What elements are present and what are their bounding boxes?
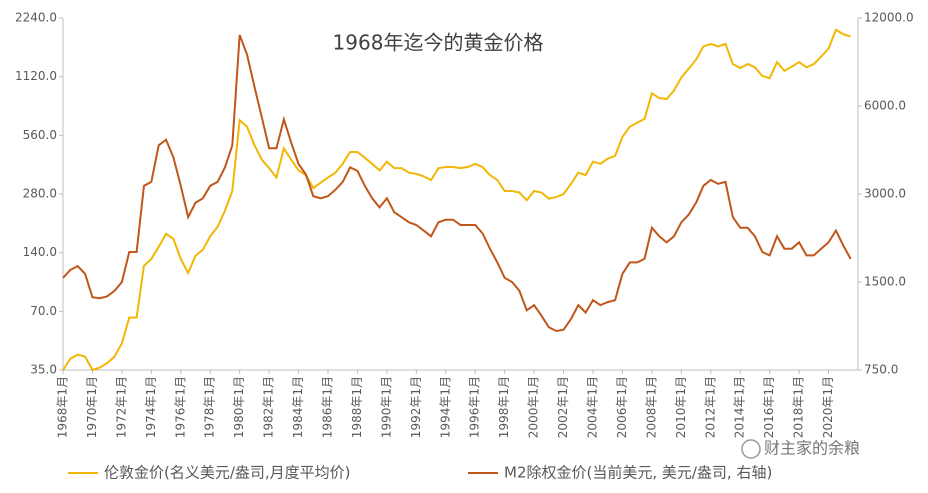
watermark: 财主家的余粮 (741, 439, 860, 459)
x-tick-label: 2016年1月 (762, 376, 776, 438)
x-tick-label: 1982年1月 (262, 376, 276, 438)
y2-tick-label: 3000.0 (864, 187, 906, 201)
x-tick-label: 1978年1月 (203, 376, 217, 438)
x-tick-label: 1992年1月 (409, 376, 423, 438)
y2-tick-label: 750.0 (864, 363, 898, 377)
x-tick-label: 1990年1月 (379, 376, 393, 438)
x-tick-label: 1968年1月 (56, 376, 70, 438)
x-tick-label: 1996年1月 (468, 376, 482, 438)
x-tick-label: 1972年1月 (114, 376, 128, 438)
x-tick-label: 2014年1月 (733, 376, 747, 438)
x-tick-label: 1970年1月 (85, 376, 99, 438)
watermark-text: 财主家的余粮 (764, 439, 860, 458)
series-line (62, 28, 851, 372)
x-tick-label: 2000年1月 (527, 376, 541, 438)
legend-label: M2除权金价(当前美元, 美元/盎司, 右轴) (504, 464, 772, 482)
x-tick-label: 2010年1月 (674, 376, 688, 438)
x-tick-label: 1976年1月 (173, 376, 187, 438)
x-tick-label: 1984年1月 (291, 376, 305, 438)
y2-tick-label: 12000.0 (864, 11, 914, 25)
y-tick-label: 1120.0 (15, 69, 57, 83)
x-tick-label: 2002年1月 (556, 376, 570, 438)
y-tick-label: 280.0 (23, 187, 57, 201)
x-tick-label: 1986年1月 (321, 376, 335, 438)
x-tick-label: 1980年1月 (232, 376, 246, 438)
y2-tick-label: 6000.0 (864, 99, 906, 113)
y-tick-label: 70.0 (30, 304, 57, 318)
y-tick-label: 35.0 (30, 363, 57, 377)
watermark-icon (741, 439, 761, 459)
x-tick-label: 2018年1月 (792, 376, 806, 438)
y-tick-label: 2240.0 (15, 11, 57, 25)
x-tick-label: 1994年1月 (438, 376, 452, 438)
x-tick-label: 1998年1月 (497, 376, 511, 438)
x-tick-label: 2008年1月 (644, 376, 658, 438)
y2-tick-label: 1500.0 (864, 275, 906, 289)
y-tick-label: 140.0 (23, 245, 57, 259)
x-tick-label: 2012年1月 (703, 376, 717, 438)
legend-label: 伦敦金价(名义美元/盎司,月度平均价) (104, 464, 351, 482)
x-tick-label: 2004年1月 (586, 376, 600, 438)
x-tick-label: 1988年1月 (350, 376, 364, 438)
y-tick-label: 560.0 (23, 128, 57, 142)
chart-title: 1968年迄今的黄金价格 (333, 31, 544, 55)
series-line (62, 34, 852, 333)
x-tick-label: 2020年1月 (821, 376, 835, 438)
x-tick-label: 2006年1月 (615, 376, 629, 438)
x-tick-label: 1974年1月 (144, 376, 158, 438)
